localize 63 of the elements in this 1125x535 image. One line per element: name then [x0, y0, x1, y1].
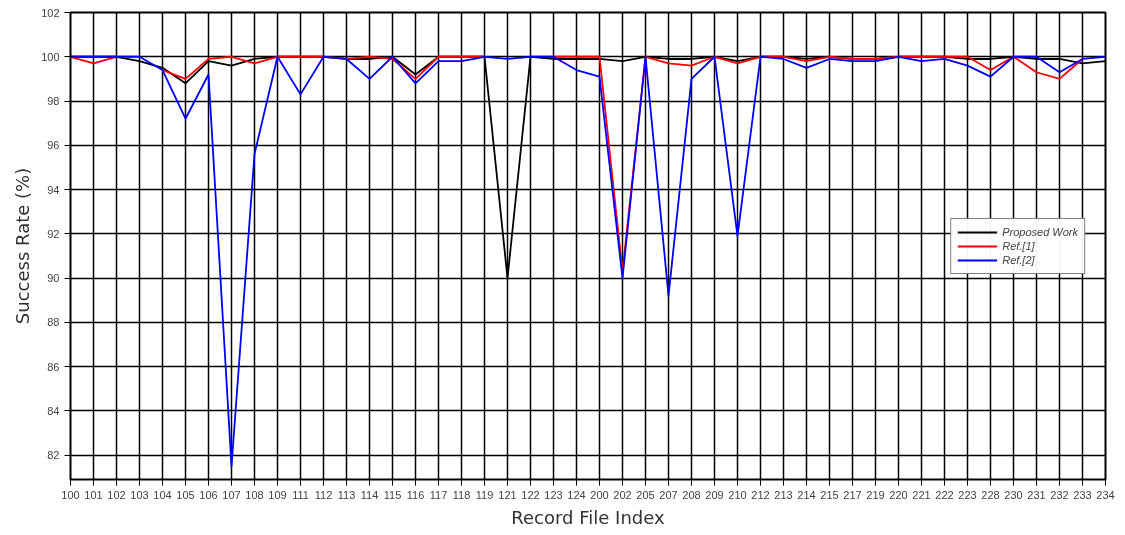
x-tick-label: 102	[107, 488, 126, 501]
x-tick-label: 205	[636, 488, 655, 501]
x-tick-label: 114	[360, 488, 379, 501]
x-tick-label: 109	[268, 488, 287, 501]
x-tick-label: 213	[774, 488, 793, 501]
x-tick-label: 215	[820, 488, 839, 501]
x-tick-label: 101	[84, 488, 103, 501]
y-tick-label: 82	[47, 449, 60, 462]
y-tick-label: 84	[47, 404, 60, 417]
y-tick-label: 96	[47, 139, 60, 152]
legend-label: Ref.[2]	[1002, 252, 1035, 267]
y-tick-label: 98	[47, 95, 60, 108]
x-tick-label: 212	[751, 488, 770, 501]
x-tick-label: 107	[222, 488, 241, 501]
x-tick-label: 121	[498, 488, 517, 501]
line-series	[70, 55, 1106, 468]
x-tick-label: 234	[1096, 488, 1115, 501]
x-tick-label: 123	[544, 488, 563, 501]
y-tick-label: 94	[47, 183, 60, 196]
x-tick-label: 122	[521, 488, 540, 501]
x-tick-label: 233	[1073, 488, 1092, 501]
x-tick-label: 115	[383, 488, 402, 501]
x-tick-label: 113	[337, 488, 356, 501]
x-tick-label: 207	[659, 488, 678, 501]
x-tick-label: 116	[406, 488, 425, 501]
x-tick-label: 221	[912, 488, 931, 501]
x-tick-label: 230	[1004, 488, 1023, 501]
y-tick-label: 86	[47, 360, 60, 373]
x-tick-label: 219	[866, 488, 885, 501]
y-tick-label: 100	[41, 50, 60, 63]
x-tick-label: 108	[245, 488, 264, 501]
x-tick-label: 232	[1050, 488, 1069, 501]
x-tick-label: 119	[475, 488, 494, 501]
y-tick-label: 102	[41, 6, 60, 19]
legend-label: Ref.[1]	[1002, 238, 1035, 253]
x-tick-label: 208	[682, 488, 701, 501]
x-tick-label: 217	[843, 488, 862, 501]
x-tick-label: 209	[705, 488, 724, 501]
x-tick-label: 106	[199, 488, 218, 501]
x-tick-label: 222	[935, 488, 954, 501]
x-tick-label: 200	[590, 488, 609, 501]
x-tick-label: 117	[429, 488, 448, 501]
y-axis-title: Success Rate (%)	[12, 167, 34, 325]
x-tick-label: 103	[130, 488, 149, 501]
x-tick-label: 111	[292, 488, 309, 501]
x-tick-label: 118	[452, 488, 471, 501]
x-tick-label: 223	[958, 488, 977, 501]
x-tick-label: 210	[728, 488, 747, 501]
x-tick-label: 124	[567, 488, 586, 501]
x-tick-label: 104	[153, 488, 172, 501]
x-tick-label: 100	[61, 488, 80, 501]
x-tick-label: 202	[613, 488, 632, 501]
y-tick-label: 92	[47, 227, 60, 240]
x-tick-label: 105	[176, 488, 195, 501]
x-tick-label: 214	[797, 488, 816, 501]
x-tick-label: 112	[314, 488, 333, 501]
x-axis-title: Record File Index	[511, 506, 665, 528]
x-tick-label: 231	[1027, 488, 1046, 501]
y-tick-label: 90	[47, 272, 60, 285]
x-tick-label: 228	[981, 488, 1000, 501]
x-tick-label: 220	[889, 488, 908, 501]
y-tick-label: 88	[47, 316, 60, 329]
legend-label: Proposed Work	[1002, 224, 1078, 239]
